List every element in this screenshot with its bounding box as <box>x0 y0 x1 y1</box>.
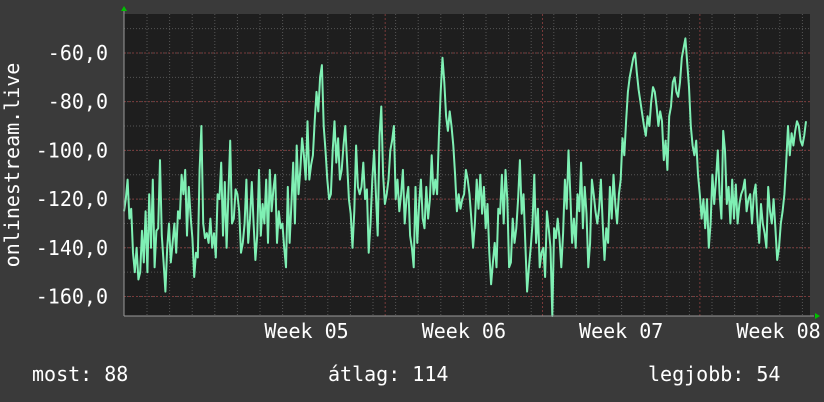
best-value: 54 <box>756 362 781 386</box>
axis-labels: -60,0 -80,0 -100,0 -120,0 -140,0 -160,0 Week 0… <box>36 41 821 343</box>
line-chart: -60,0 -80,0 -100,0 -120,0 -140,0 -160,0 Week 0… <box>0 6 821 343</box>
current-label: most: <box>32 362 93 386</box>
average-label: átlag: <box>328 362 401 386</box>
best-stat: legjobb: 54 <box>648 362 780 386</box>
y-axis-title: onlinestream.live <box>0 63 24 268</box>
average-value: 114 <box>412 362 449 386</box>
y-tick-label: -120,0 <box>36 187 108 211</box>
y-tick-label: -60,0 <box>48 41 108 65</box>
y-tick-label: -140,0 <box>36 236 108 260</box>
x-tick-label: Week 07 <box>579 319 663 343</box>
x-axis-arrow-icon <box>815 313 820 319</box>
y-tick-label: -100,0 <box>36 138 108 162</box>
current-stat: most: 88 <box>32 362 128 386</box>
x-tick-label: Week 08 <box>736 319 820 343</box>
y-axis-arrow-icon <box>121 6 127 11</box>
average-stat: átlag: 114 <box>328 362 448 386</box>
y-tick-label: -80,0 <box>48 90 108 114</box>
x-tick-label: Week 05 <box>264 319 348 343</box>
best-label: legjobb: <box>648 362 745 386</box>
series-layer <box>123 37 807 317</box>
axes <box>121 6 820 319</box>
series-line <box>123 37 807 317</box>
x-tick-label: Week 06 <box>422 319 506 343</box>
current-value: 88 <box>104 362 129 386</box>
y-tick-label: -160,0 <box>36 285 108 309</box>
plot-area <box>124 14 810 316</box>
